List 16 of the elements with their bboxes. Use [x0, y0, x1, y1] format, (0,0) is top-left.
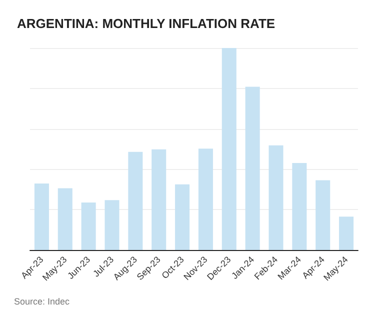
source-note: Source: Indec — [14, 296, 70, 306]
bar — [104, 200, 120, 250]
bar — [245, 86, 260, 250]
bar — [34, 184, 49, 250]
bar — [268, 145, 284, 250]
bar — [222, 48, 236, 250]
bar — [198, 148, 213, 250]
bar — [152, 149, 166, 250]
bar — [175, 184, 190, 250]
bar — [58, 188, 72, 250]
bar — [292, 162, 307, 250]
bar — [316, 180, 330, 250]
bar — [339, 216, 354, 250]
bar — [128, 152, 143, 250]
bar — [81, 202, 96, 250]
chart-title: ARGENTINA: MONTHLY INFLATION RATE — [17, 16, 276, 31]
